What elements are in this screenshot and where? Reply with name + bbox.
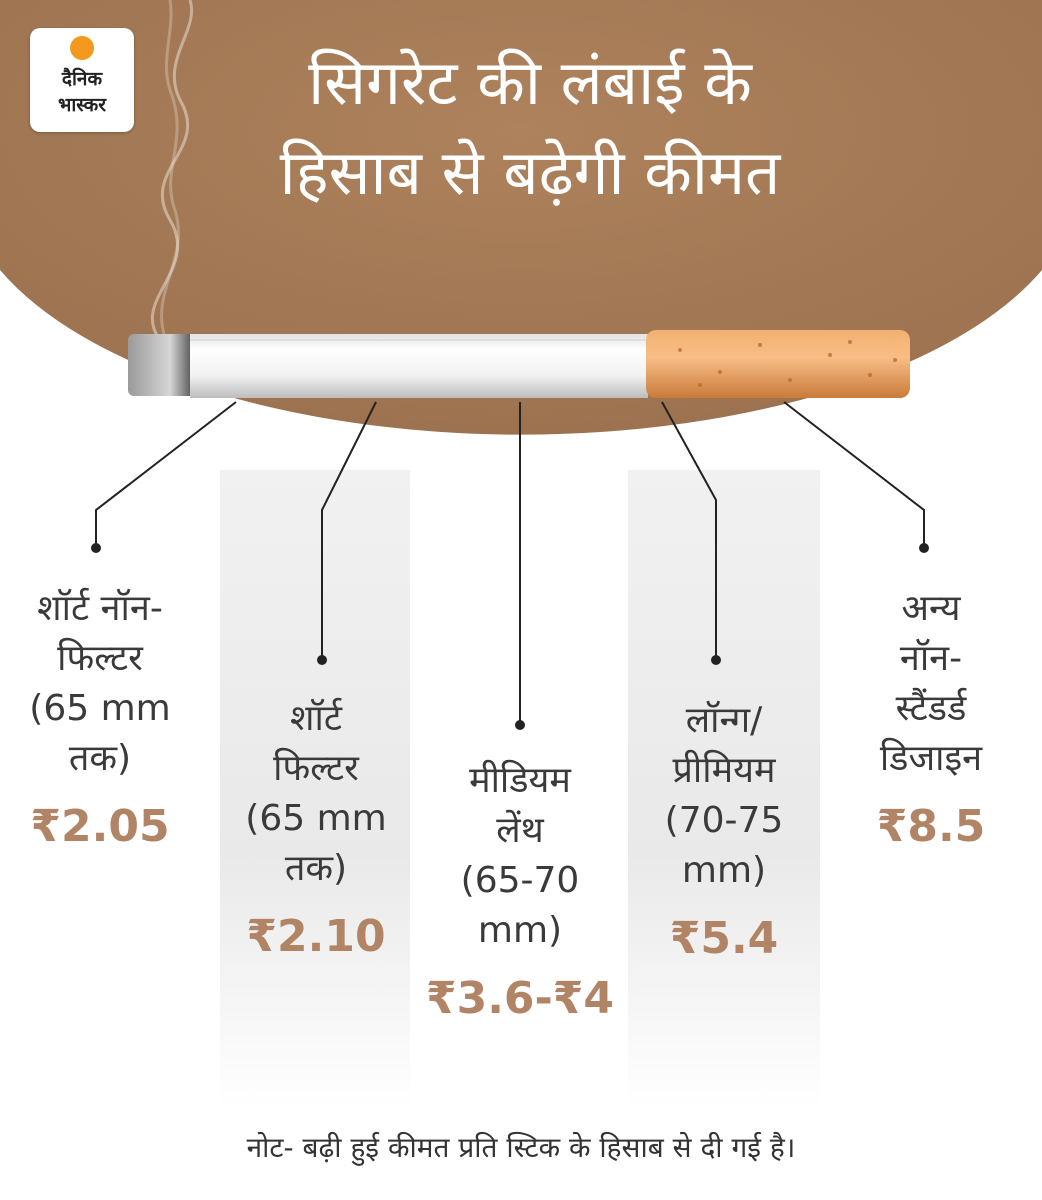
dainik-bhaskar-logo: दैनिक भास्कर — [30, 28, 134, 132]
label-line: मीडियम — [469, 760, 571, 801]
cigarette-filter — [646, 330, 910, 398]
column-band-2 — [220, 470, 410, 1110]
page-title: सिगरेट की लंबाई के हिसाब से बढ़ेगी कीमत — [180, 38, 880, 218]
cigarette-paper — [190, 334, 648, 398]
label-line: (65 mm — [29, 688, 171, 729]
title-line1: सिगरेट की लंबाई के — [308, 46, 752, 119]
label-line: डिजाइन — [879, 738, 983, 779]
connector-5 — [783, 401, 925, 548]
connector-lines — [95, 401, 925, 725]
sun-icon — [70, 36, 94, 60]
label-line: फिल्टर — [273, 748, 359, 789]
connector-2 — [321, 401, 377, 660]
label-line: नॉन- — [899, 638, 963, 679]
price: ₹3.6-₹4 — [425, 973, 615, 1024]
category-other-non-standard: अन्य नॉन- स्टैंडर्ड डिजाइन ₹8.5 — [836, 584, 1026, 852]
ash-tip — [128, 334, 198, 396]
label-line: शॉर्ट — [290, 698, 342, 739]
price: ₹8.5 — [876, 801, 986, 852]
category-short-filter: शॉर्ट फिल्टर (65 mm तक) ₹2.10 — [226, 694, 406, 962]
label-line: प्रीमियम — [672, 750, 776, 791]
category-long-premium: लॉन्ग/ प्रीमियम (70-75 mm) ₹5.4 — [628, 696, 820, 964]
column-band-4 — [628, 470, 820, 1110]
price: ₹2.10 — [246, 911, 386, 962]
title-line2: हिसाब से बढ़ेगी कीमत — [279, 136, 781, 209]
label-line: शॉर्ट नॉन- — [37, 588, 163, 629]
label-line: लॉन्ग/ — [685, 700, 763, 741]
logo-line2: भास्कर — [57, 94, 107, 116]
label-line: (70-75 — [664, 800, 784, 841]
category-medium-length: मीडियम लेंथ (65-70 mm) ₹3.6-₹4 — [410, 756, 630, 1024]
label-line: फिल्टर — [57, 638, 143, 679]
footnote: नोट- बढ़ी हुई कीमत प्रति स्टिक के हिसाब … — [246, 1131, 796, 1164]
label-line: स्टैंडर्ड — [895, 688, 967, 729]
smoke-wisp — [151, 0, 194, 341]
label-line: तक) — [284, 848, 348, 889]
price: ₹5.4 — [669, 913, 779, 964]
label-line: mm) — [681, 850, 767, 891]
label-line: लेंथ — [496, 810, 544, 851]
logo-line1: दैनिक — [61, 68, 103, 90]
connector-1 — [95, 401, 237, 548]
category-short-non-filter: शॉर्ट नॉन- फिल्टर (65 mm तक) ₹2.05 — [10, 584, 190, 852]
label-line: तक) — [68, 738, 132, 779]
label-line: (65-70 — [460, 860, 580, 901]
price: ₹2.05 — [30, 801, 170, 852]
connector-4 — [661, 401, 717, 660]
label-line: (65 mm — [245, 798, 387, 839]
label-line: अन्य — [901, 588, 961, 629]
label-line: mm) — [477, 910, 563, 951]
